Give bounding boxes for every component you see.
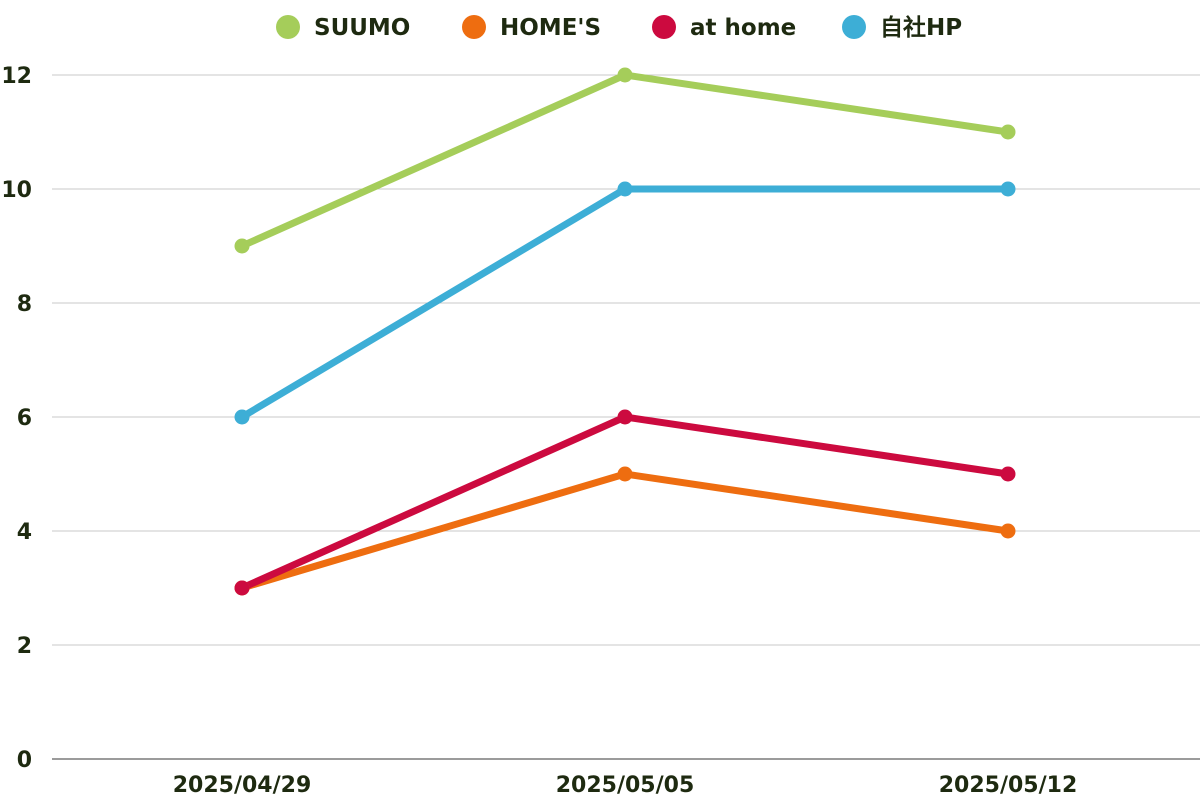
data-point-suumo bbox=[234, 238, 250, 254]
data-point-at-home bbox=[234, 580, 250, 596]
y-tick-label: 10 bbox=[1, 178, 32, 203]
y-axis-ticks: 0 2 4 6 8 10 12 bbox=[1, 64, 32, 773]
legend-item-at-home[interactable]: at home bbox=[652, 15, 796, 41]
series-line-at-home bbox=[238, 413, 1012, 592]
y-tick-label: 2 bbox=[17, 634, 32, 659]
legend-label: SUUMO bbox=[314, 15, 410, 41]
x-tick-label: 2025/05/12 bbox=[939, 773, 1078, 798]
data-point-hp bbox=[1000, 181, 1016, 197]
series-lines bbox=[238, 71, 1012, 592]
y-tick-label: 4 bbox=[17, 520, 32, 545]
data-point-hp bbox=[234, 409, 250, 425]
y-tick-label: 6 bbox=[17, 406, 32, 431]
y-tick-label: 8 bbox=[17, 292, 32, 317]
data-point-at-home bbox=[617, 409, 633, 425]
legend-swatch bbox=[462, 15, 486, 39]
legend-item-suumo[interactable]: SUUMO bbox=[276, 15, 410, 41]
data-point-suumo bbox=[1000, 124, 1016, 140]
legend-swatch bbox=[842, 15, 866, 39]
legend-label: at home bbox=[690, 15, 796, 41]
y-tick-label: 12 bbox=[1, 64, 32, 89]
legend-label: HOME'S bbox=[500, 15, 601, 41]
legend-item-hp[interactable]: 自社HP bbox=[842, 14, 962, 41]
data-point-at-home bbox=[1000, 466, 1016, 482]
legend-swatch bbox=[652, 15, 676, 39]
legend[interactable]: SUUMO HOME'S at home 自社HP bbox=[276, 14, 962, 41]
series-points bbox=[234, 67, 1016, 596]
series-line-suumo bbox=[238, 71, 1012, 250]
x-axis-ticks: 2025/04/29 2025/05/05 2025/05/12 bbox=[173, 773, 1078, 798]
data-point-home-s bbox=[1000, 523, 1016, 539]
y-tick-label: 0 bbox=[17, 748, 32, 773]
legend-swatch bbox=[276, 15, 300, 39]
x-tick-label: 2025/05/05 bbox=[556, 773, 695, 798]
legend-item-home-s[interactable]: HOME'S bbox=[462, 15, 601, 41]
data-point-hp bbox=[617, 181, 633, 197]
data-point-home-s bbox=[617, 466, 633, 482]
legend-label: 自社HP bbox=[880, 14, 962, 41]
data-point-suumo bbox=[617, 67, 633, 83]
x-tick-label: 2025/04/29 bbox=[173, 773, 312, 798]
